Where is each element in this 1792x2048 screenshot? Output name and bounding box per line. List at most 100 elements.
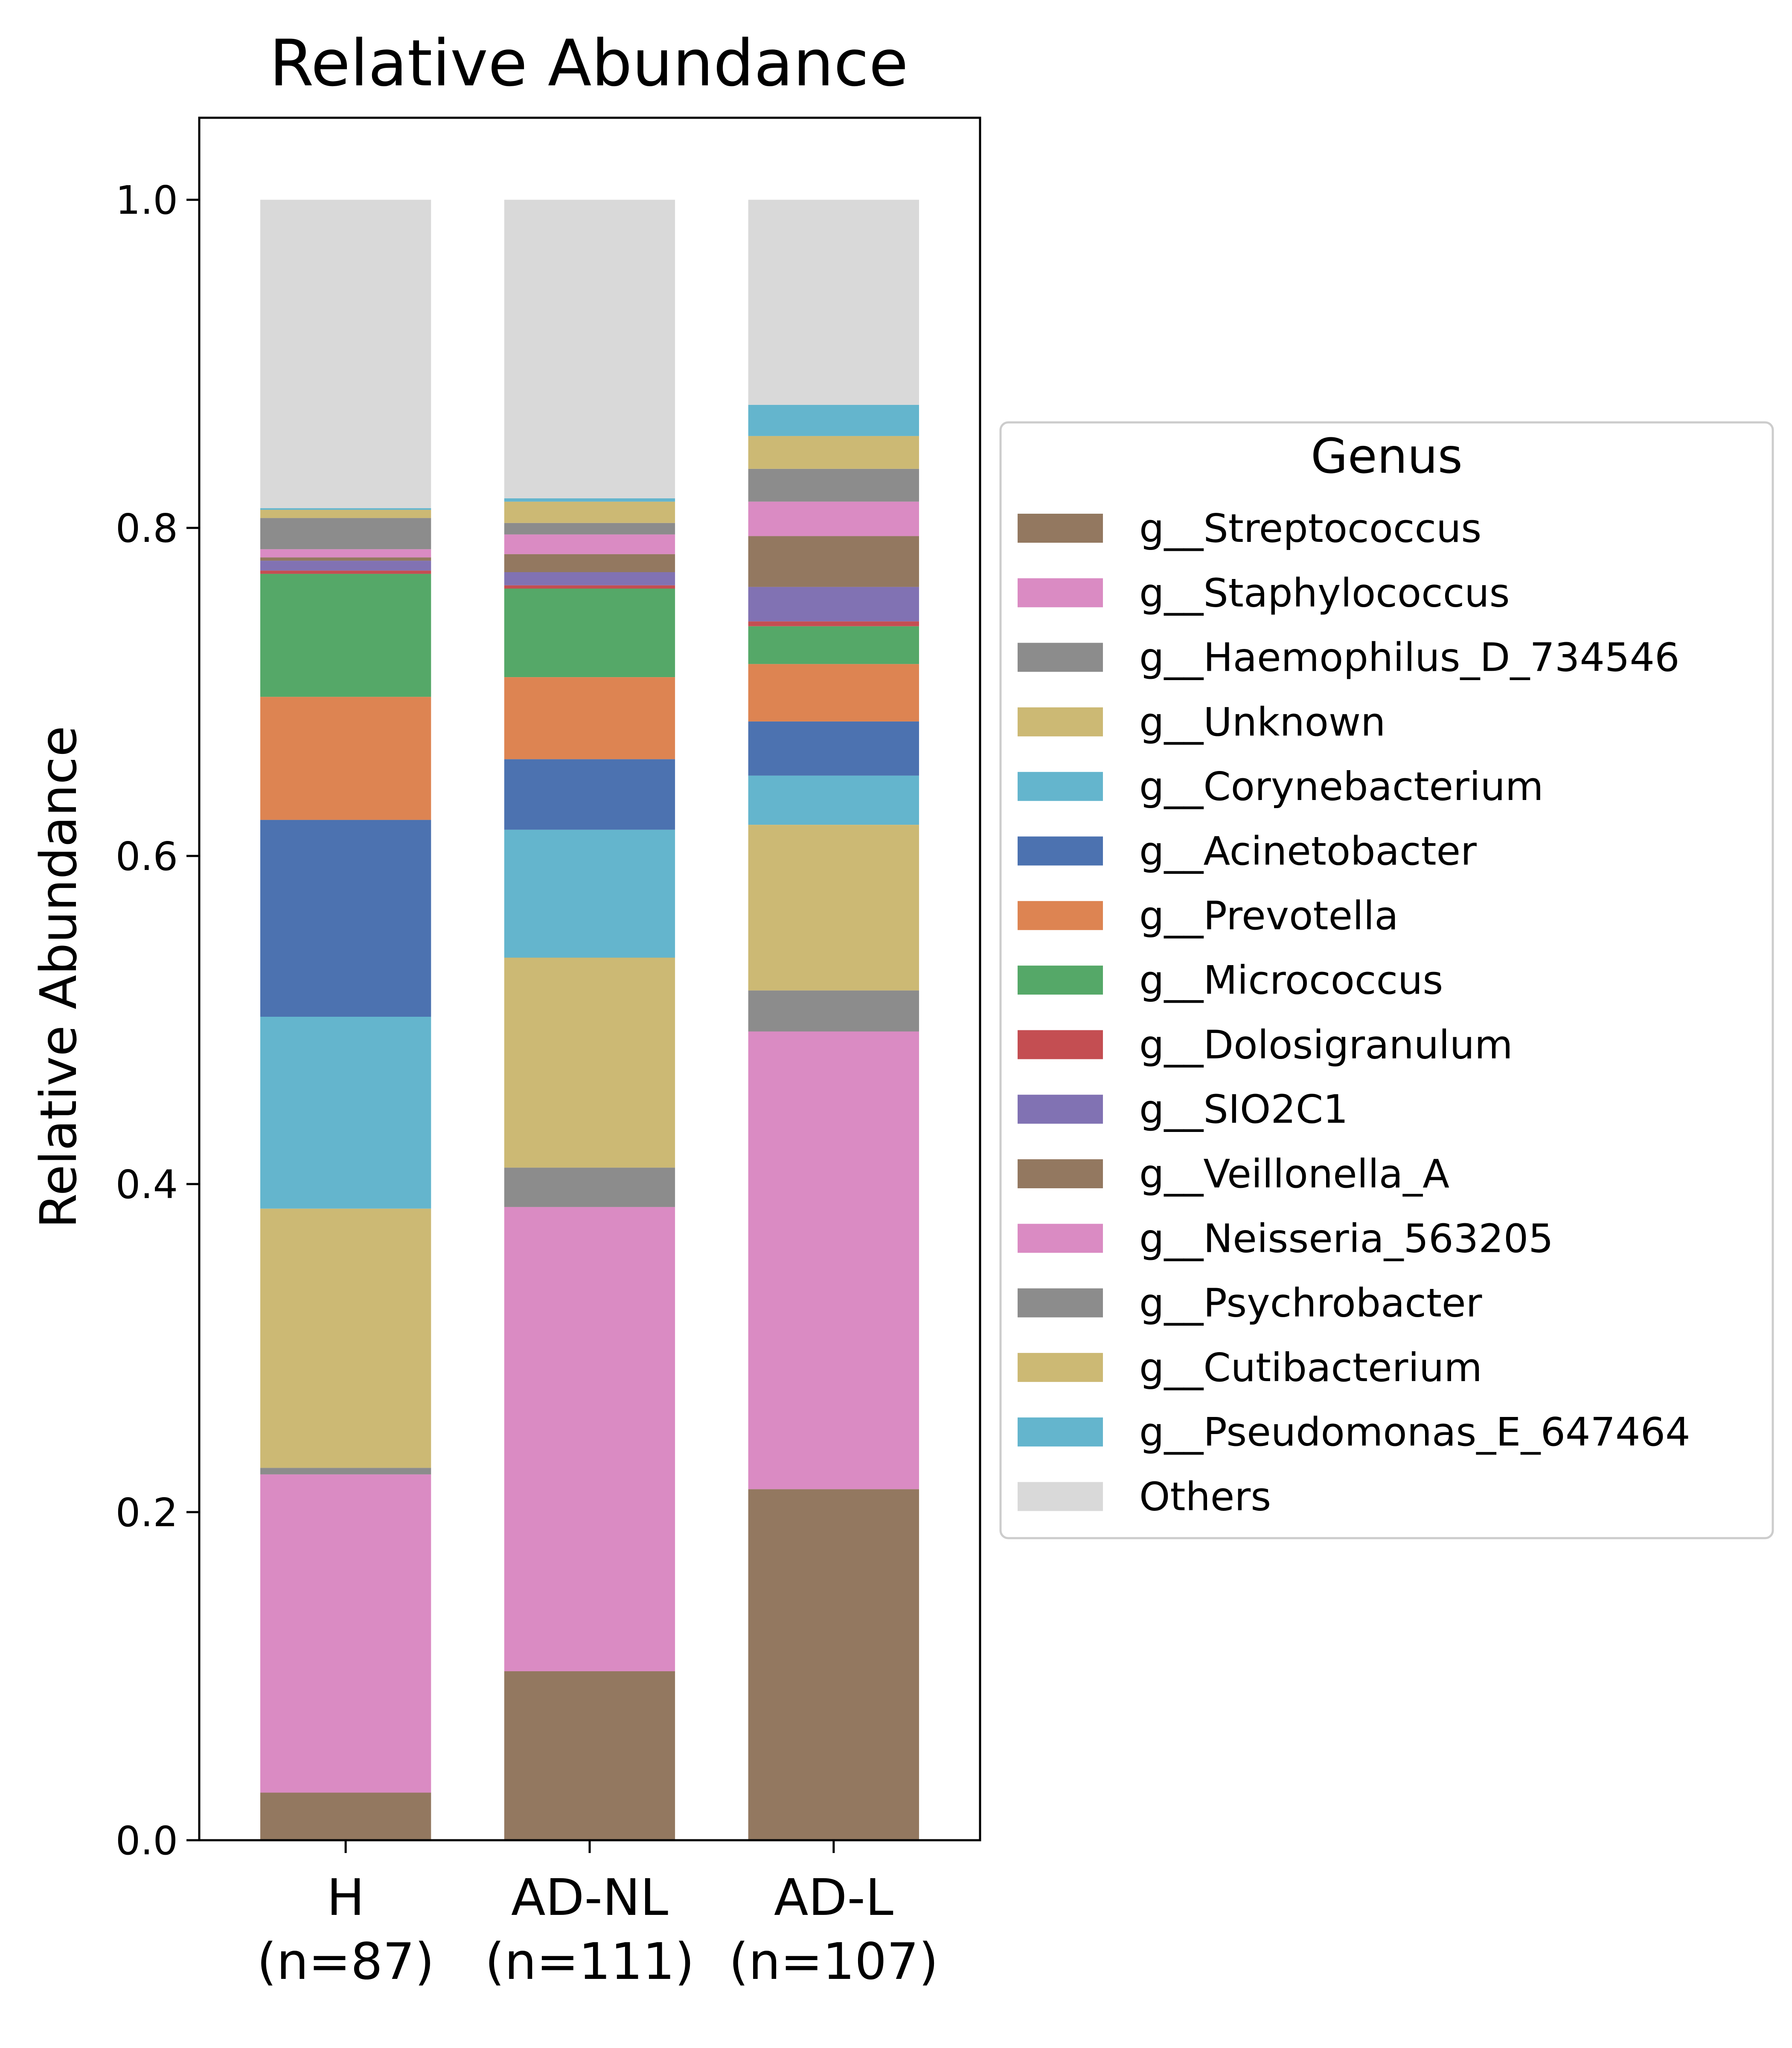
- bar-segment-ad-nl-9: [504, 572, 675, 585]
- x-tick-label: H: [327, 1868, 365, 1927]
- legend-label: g__Haemophilus_D_734546: [1139, 635, 1680, 681]
- bar-segment-ad-nl-14: [504, 498, 675, 502]
- x-tick-sample-size: (n=107): [729, 1932, 938, 1991]
- legend: Genus g__Streptococcus g__Staphylococcusg…: [999, 421, 1774, 1539]
- y-tick-label: 0.2: [116, 1490, 178, 1536]
- legend-swatch: [1018, 1224, 1103, 1253]
- legend-label: g__Dolosigranulum: [1139, 1022, 1513, 1068]
- bar-segment-h-11: [260, 549, 431, 558]
- x-axis: H(n=87) AD-NL(n=111) AD-L(n=107): [257, 1840, 938, 1991]
- bar-segment-ad-nl-4: [504, 829, 675, 958]
- legend-swatch: [1018, 514, 1103, 543]
- legend-swatch: [1018, 707, 1103, 736]
- bar-segment-ad-l-13: [748, 436, 919, 469]
- legend-label: Others: [1139, 1474, 1271, 1520]
- legend-entries: g__Streptococcus g__Staphylococcus g__Haem…: [1018, 506, 1690, 1520]
- legend-swatch: [1018, 1159, 1103, 1188]
- chart-title: Relative Abundance: [269, 26, 908, 101]
- legend-swatch: [1018, 836, 1103, 866]
- x-tick-label: AD-NL: [511, 1868, 668, 1927]
- legend-label: g__Pseudomonas_E_647464: [1139, 1409, 1690, 1455]
- legend-swatch: [1018, 1288, 1103, 1318]
- legend-swatch: [1018, 772, 1103, 801]
- bar-segment-h-3: [260, 1208, 431, 1468]
- legend-label: g__SIO2C1: [1139, 1087, 1348, 1132]
- legend-swatch: [1018, 901, 1103, 930]
- legend-label: g__Acinetobacter: [1139, 829, 1477, 874]
- legend-label: g__Corynebacterium: [1139, 764, 1543, 809]
- bar-segment-h-1: [260, 1474, 431, 1793]
- legend-swatch: [1018, 643, 1103, 672]
- legend-label: g__Cutibacterium: [1139, 1345, 1482, 1391]
- bar-segment-ad-nl-0: [504, 1671, 675, 1840]
- bar-segment-ad-nl-6: [504, 677, 675, 759]
- x-tick-sample-size: (n=111): [485, 1932, 695, 1991]
- x-tick-sample-size: (n=87): [257, 1932, 434, 1991]
- bar-segment-ad-l-0: [748, 1489, 919, 1840]
- legend-label: g__Staphylococcus: [1139, 570, 1510, 616]
- bar-segment-ad-nl-8: [504, 585, 675, 589]
- legend-swatch: [1018, 1353, 1103, 1382]
- bar-segment-h-4: [260, 1016, 431, 1209]
- legend-label: g__Psychrobacter: [1139, 1280, 1482, 1326]
- legend-swatch: [1018, 1417, 1103, 1447]
- bar-segment-h-15: [260, 200, 431, 508]
- bar-segment-ad-l-8: [748, 621, 919, 626]
- bar-segment-h-7: [260, 573, 431, 697]
- bar-segment-ad-nl-2: [504, 1167, 675, 1207]
- bar-segment-ad-l-12: [748, 468, 919, 502]
- y-axis: 0.0 0.2 0.4 0.6 0.8 1.0: [116, 177, 199, 1864]
- bar-segment-h-2: [260, 1468, 431, 1475]
- y-tick-label: 0.6: [116, 834, 178, 879]
- legend-title: Genus: [1311, 429, 1463, 484]
- bar-segment-ad-l-1: [748, 1031, 919, 1489]
- bar-segment-ad-nl-11: [504, 534, 675, 554]
- legend-swatch: [1018, 966, 1103, 995]
- bar-segment-ad-nl-13: [504, 501, 675, 523]
- x-tick-label: AD-L: [774, 1868, 893, 1927]
- legend-swatch: [1018, 578, 1103, 608]
- bar-segment-h-12: [260, 518, 431, 550]
- bar-segment-ad-nl-1: [504, 1207, 675, 1671]
- bar-segment-ad-nl-3: [504, 957, 675, 1168]
- legend-label: g__Micrococcus: [1139, 957, 1443, 1003]
- bar-segment-ad-nl-15: [504, 200, 675, 498]
- bar-segment-h-8: [260, 570, 431, 574]
- legend-swatch: [1018, 1030, 1103, 1059]
- legend-label: g__Prevotella: [1139, 893, 1399, 939]
- bar-segment-h-0: [260, 1792, 431, 1840]
- legend-frame: [999, 421, 1774, 1539]
- bar-segment-ad-l-6: [748, 664, 919, 721]
- legend-label: g__Veillonella_A: [1139, 1151, 1449, 1197]
- bar-segment-ad-nl-10: [504, 554, 675, 572]
- y-axis-label: Relative Abundance: [29, 726, 88, 1228]
- bar-segment-h-6: [260, 697, 431, 820]
- bar-segment-ad-l-14: [748, 404, 919, 436]
- legend-swatch: [1018, 1482, 1103, 1511]
- legend-swatch: [1018, 1094, 1103, 1124]
- bar-segment-ad-nl-12: [504, 523, 675, 535]
- bars-layer: [260, 200, 919, 1840]
- bar-segment-ad-l-10: [748, 536, 919, 587]
- bar-segment-ad-l-15: [748, 200, 919, 405]
- bar-segment-ad-l-9: [748, 587, 919, 622]
- y-tick-label: 0.0: [116, 1818, 178, 1864]
- legend-label: g__Unknown: [1139, 699, 1385, 745]
- bar-segment-h-10: [260, 557, 431, 561]
- bar-segment-ad-l-5: [748, 721, 919, 776]
- bar-segment-ad-l-2: [748, 990, 919, 1032]
- y-tick-label: 0.8: [116, 506, 178, 551]
- bar-segment-ad-l-7: [748, 626, 919, 664]
- bar-segment-h-9: [260, 561, 431, 571]
- bar-segment-ad-nl-7: [504, 588, 675, 677]
- bar-segment-h-14: [260, 508, 431, 510]
- legend-label: g__Streptococcus: [1139, 506, 1481, 551]
- bar-segment-ad-nl-5: [504, 759, 675, 830]
- bar-segment-ad-l-4: [748, 775, 919, 825]
- bar-segment-ad-l-11: [748, 501, 919, 536]
- bar-segment-h-5: [260, 820, 431, 1017]
- bar-segment-h-13: [260, 509, 431, 518]
- legend-label: g__Neisseria_563205: [1139, 1216, 1553, 1261]
- bar-segment-ad-l-3: [748, 825, 919, 991]
